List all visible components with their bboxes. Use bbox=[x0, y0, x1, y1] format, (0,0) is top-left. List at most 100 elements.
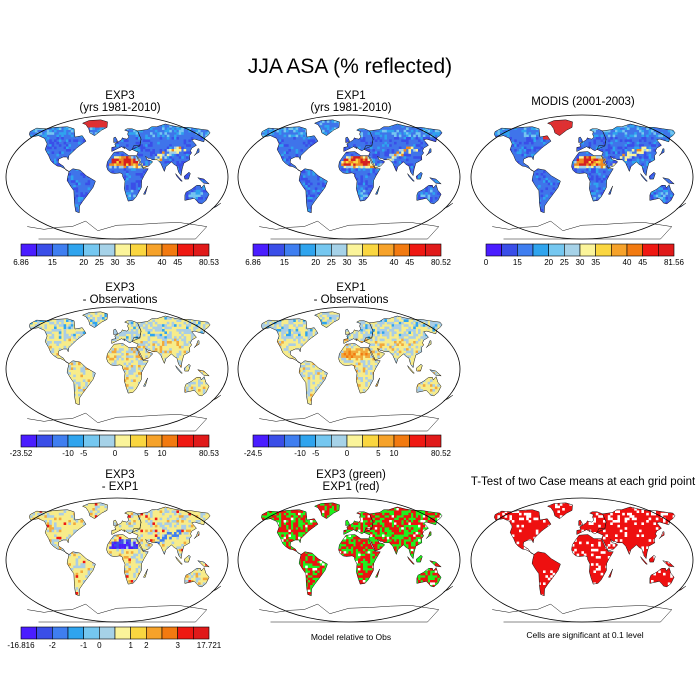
coastline-japan bbox=[194, 531, 200, 539]
colorbar-box bbox=[284, 434, 301, 448]
colorbar-tick-label: -16.816 bbox=[7, 641, 35, 650]
colorbar-tick-label: -5 bbox=[312, 449, 320, 458]
colorbar-exp1: 6.86 15 20 25 30 35 40 45 80.52 bbox=[237, 243, 467, 269]
coastline-newzealand bbox=[443, 585, 453, 592]
coastline-greenland bbox=[81, 311, 108, 328]
coastline-europe bbox=[343, 128, 374, 152]
colorbar-tick-label: 35 bbox=[358, 258, 367, 267]
coastline-antarctica bbox=[259, 603, 440, 623]
coastline-antarctica bbox=[27, 412, 208, 432]
colorbar-tick-label: 20 bbox=[544, 258, 553, 267]
coastline-africa bbox=[106, 343, 149, 394]
colorbar-tick-label: -5 bbox=[80, 449, 88, 458]
colorbar-box bbox=[378, 434, 395, 448]
coastline-samerica bbox=[66, 168, 96, 214]
map-border bbox=[237, 306, 461, 432]
map-border bbox=[470, 497, 694, 623]
colorbar-exp3-exp1: -16.816 -2 -1 0 1 2 3 17.721 bbox=[5, 626, 235, 652]
coastline-uk bbox=[345, 519, 350, 526]
coastline-newguinea bbox=[661, 177, 675, 185]
colorbar-svg-modis: 0 15 20 25 30 35 40 45 81.56 bbox=[484, 243, 685, 267]
coastline-australia bbox=[416, 184, 442, 205]
coastline-namerica bbox=[493, 509, 552, 555]
map-exp3-obs bbox=[4, 303, 230, 435]
coastline-africa bbox=[571, 534, 614, 585]
colorbar-tick-label: 5 bbox=[144, 449, 149, 458]
coastline-madagascar bbox=[375, 185, 380, 195]
panel-title-modis: MODIS (2001-2003) bbox=[531, 96, 635, 108]
coastline-namerica bbox=[28, 509, 87, 555]
coastline-borneo bbox=[183, 554, 191, 563]
colorbar-box bbox=[177, 626, 194, 640]
colorbar-box bbox=[658, 243, 675, 257]
colorbar-box bbox=[161, 243, 178, 257]
colorbar-box bbox=[268, 434, 285, 448]
page-title: JJA ASA (% reflected) bbox=[247, 55, 453, 78]
coastline-namerica bbox=[28, 126, 87, 172]
coastline-japan bbox=[659, 148, 665, 156]
coastline-australia bbox=[649, 184, 675, 205]
coastline-borneo bbox=[415, 363, 423, 372]
colorbar-tick-label: -23.52 bbox=[10, 449, 33, 458]
coastline-samerica bbox=[531, 168, 561, 214]
colorbar-box bbox=[331, 243, 348, 257]
colorbar-box bbox=[20, 626, 37, 640]
coastline-sumatra bbox=[175, 365, 183, 374]
coastline-sumatra bbox=[640, 556, 648, 565]
coastline-asia bbox=[363, 315, 443, 369]
coastline-europe bbox=[576, 128, 607, 152]
colorbar-box bbox=[177, 434, 194, 448]
coastline-samerica bbox=[66, 551, 96, 597]
map-exp3 bbox=[4, 111, 230, 243]
coastline-namerica bbox=[28, 318, 87, 364]
colorbar-tick-label: 80.52 bbox=[431, 258, 452, 267]
colorbar-tick-label: 30 bbox=[576, 258, 585, 267]
coastline-europe bbox=[343, 511, 374, 535]
world-map-exp3-exp1 bbox=[5, 497, 229, 623]
colorbar-box bbox=[362, 243, 379, 257]
coastline-newguinea bbox=[196, 560, 210, 568]
coastline-africa bbox=[338, 343, 381, 394]
coastline-africa bbox=[338, 151, 381, 202]
coastline-asia bbox=[363, 123, 443, 177]
colorbar-box bbox=[83, 434, 100, 448]
colorbar-box bbox=[252, 434, 269, 448]
colorbar-tick-label: 15 bbox=[513, 258, 522, 267]
colorbar-box bbox=[114, 434, 131, 448]
coastline-samerica bbox=[531, 551, 561, 597]
colorbar-box bbox=[393, 434, 410, 448]
colorbar-box bbox=[20, 243, 37, 257]
colorbar-box bbox=[130, 626, 147, 640]
coastline-newzealand bbox=[211, 585, 221, 592]
map-exp1-obs bbox=[236, 303, 462, 435]
colorbar-tick-label: 0 bbox=[97, 641, 102, 650]
colorbar-box bbox=[99, 434, 116, 448]
coastline-namerica bbox=[260, 318, 319, 364]
coastline-madagascar bbox=[143, 185, 148, 195]
coastline-newzealand bbox=[211, 394, 221, 401]
coastline-australia bbox=[649, 567, 675, 588]
coastline-antarctica bbox=[27, 220, 208, 240]
coastline-australia bbox=[416, 567, 442, 588]
colorbar-tick-label: -10 bbox=[62, 449, 74, 458]
colorbar-box bbox=[114, 626, 131, 640]
colorbar-box bbox=[99, 626, 116, 640]
colorbar-tick-label: 80.53 bbox=[199, 258, 220, 267]
colorbar-box bbox=[425, 434, 442, 448]
coastline-uk bbox=[113, 328, 118, 335]
coastline-europe bbox=[111, 511, 142, 535]
colorbar-box bbox=[362, 434, 379, 448]
colorbar-tick-label: 17.721 bbox=[197, 641, 222, 650]
coastline-newzealand bbox=[443, 394, 453, 401]
colorbar-tick-label: 81.56 bbox=[664, 258, 685, 267]
map-border bbox=[237, 497, 461, 623]
coastline-sumatra bbox=[175, 556, 183, 565]
map-modis bbox=[469, 111, 695, 243]
colorbar-tick-label: 20 bbox=[311, 258, 320, 267]
coastline-madagascar bbox=[143, 568, 148, 578]
colorbar-box bbox=[193, 434, 210, 448]
colorbar-tick-label: -1 bbox=[80, 641, 88, 650]
coastline-japan bbox=[426, 531, 432, 539]
colorbar-box bbox=[409, 434, 426, 448]
world-map-exp1 bbox=[237, 114, 461, 240]
